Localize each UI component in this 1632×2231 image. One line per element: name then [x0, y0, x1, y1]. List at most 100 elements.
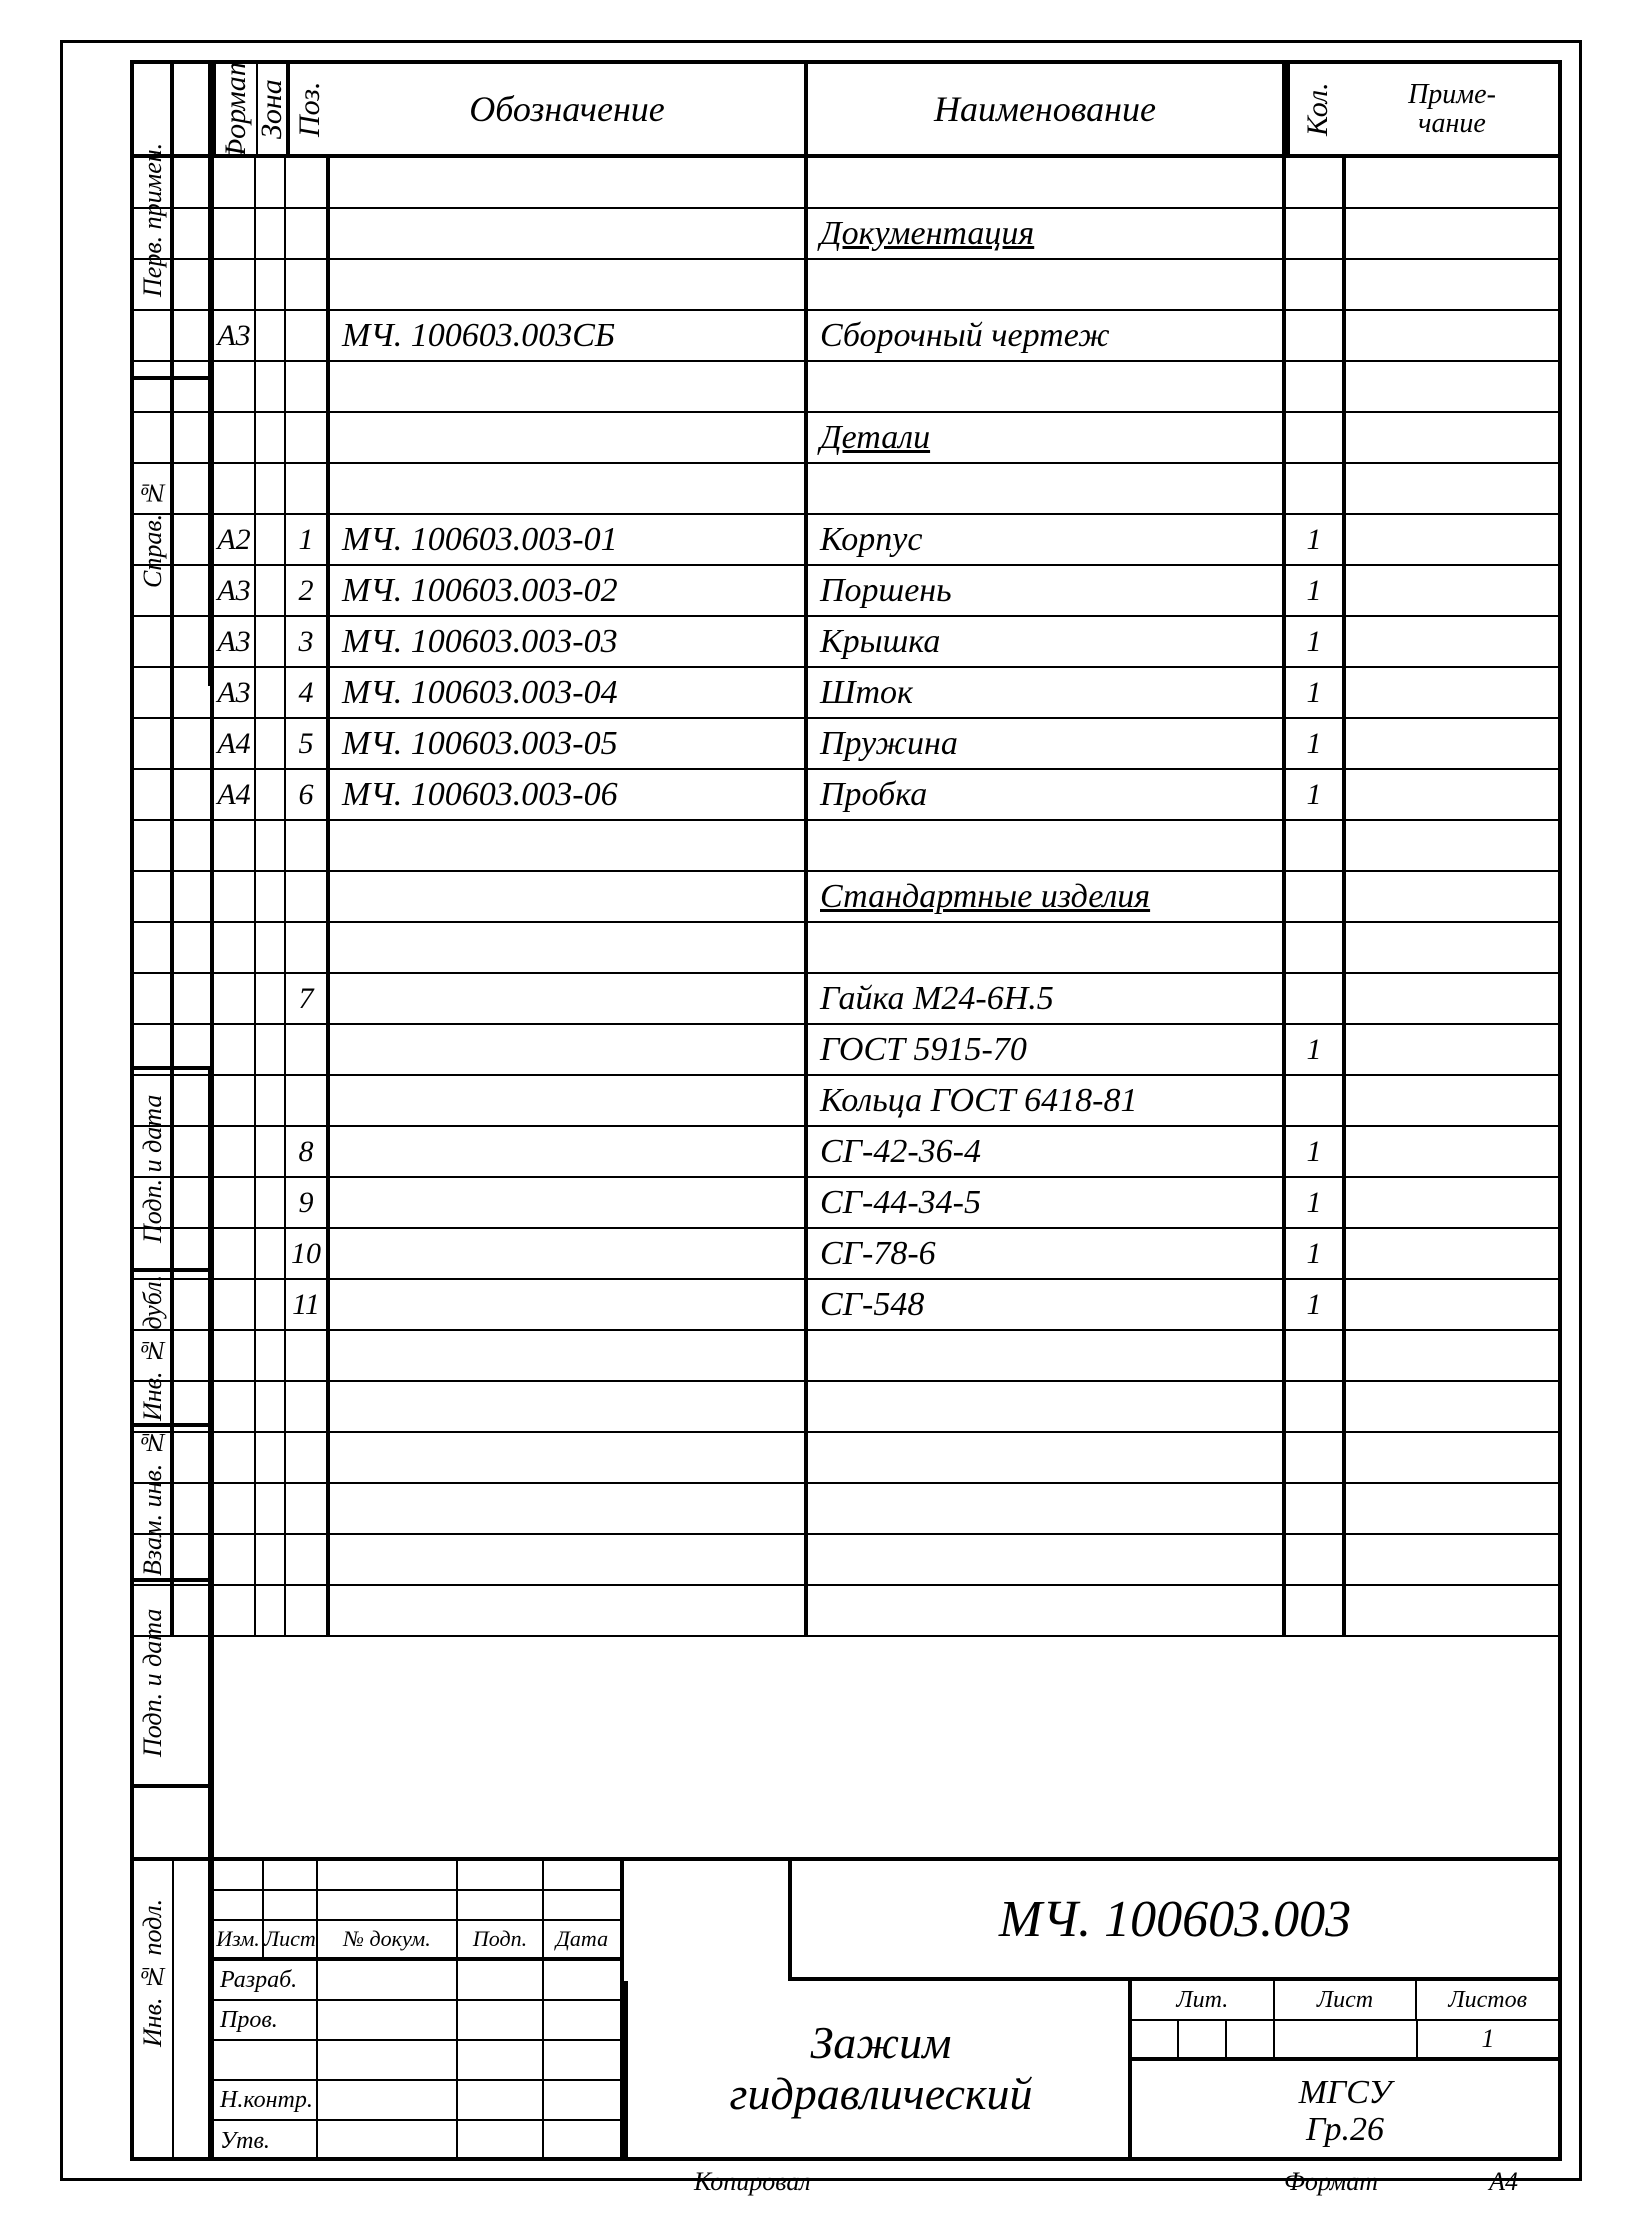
table-row: А46МЧ. 100603.003-06Пробка1	[134, 770, 1558, 821]
cell	[330, 1025, 808, 1074]
left-stamp: Изм. Лист № докум. Подп. Дата Разраб. Пр…	[134, 1861, 624, 2161]
cell	[1286, 1535, 1346, 1584]
cell: 1	[1286, 719, 1346, 768]
cell	[174, 1433, 214, 1482]
cell	[256, 872, 286, 921]
cell: А2	[214, 515, 256, 564]
cell: Кольца ГОСТ 6418-81	[808, 1076, 1286, 1125]
cell: 2	[286, 566, 330, 615]
cell	[330, 1484, 808, 1533]
hdr-ndok: № докум.	[318, 1921, 458, 1957]
table-row: 10СГ-78-61	[134, 1229, 1558, 1280]
cell	[214, 1484, 256, 1533]
cell	[174, 1178, 214, 1227]
right-bottom-block: Лит. Лист Листов 1 МГСУ Гр.26	[1128, 1981, 1558, 2157]
signers: Разраб. Пров. Н.контр. Утв.	[214, 1961, 624, 2161]
cell	[256, 719, 286, 768]
cell	[214, 1433, 256, 1482]
cell	[256, 1535, 286, 1584]
cell	[256, 566, 286, 615]
cell	[174, 1382, 214, 1431]
cell	[330, 923, 808, 972]
cell: 1	[1286, 1025, 1346, 1074]
cell	[808, 1586, 1286, 1635]
footer: Копировал Формат А4	[134, 2167, 1558, 2197]
table-row	[134, 821, 1558, 872]
cell	[174, 1484, 214, 1533]
cell	[1286, 1586, 1346, 1635]
cell	[174, 209, 214, 258]
cell: 1	[1286, 515, 1346, 564]
cell: 3	[286, 617, 330, 666]
cell	[1346, 719, 1558, 768]
cell: МЧ. 100603.003-05	[330, 719, 808, 768]
cell	[808, 923, 1286, 972]
cell: 1	[1286, 617, 1346, 666]
header-row: Формат Зона Поз. Обозначение Наименовани…	[134, 64, 1558, 158]
cell	[330, 260, 808, 309]
cell	[134, 260, 174, 309]
cell	[330, 1331, 808, 1380]
cell: А3	[214, 617, 256, 666]
cell	[134, 923, 174, 972]
cell	[808, 1433, 1286, 1482]
cell: 10	[286, 1229, 330, 1278]
cell	[286, 1586, 330, 1635]
cell	[330, 1586, 808, 1635]
cell	[256, 1331, 286, 1380]
footer-kopiroval: Копировал	[694, 2167, 811, 2197]
cell: 4	[286, 668, 330, 717]
table-row	[134, 923, 1558, 974]
cell	[134, 362, 174, 411]
cell	[256, 668, 286, 717]
table-row	[134, 260, 1558, 311]
cell	[174, 770, 214, 819]
cell	[134, 1127, 174, 1176]
cell	[330, 413, 808, 462]
cell	[1346, 1331, 1558, 1380]
table-row: А3МЧ. 100603.003СБСборочный чертеж	[134, 311, 1558, 362]
cell	[174, 872, 214, 921]
cell	[808, 1535, 1286, 1584]
table-row: А34МЧ. 100603.003-04Шток1	[134, 668, 1558, 719]
cell	[330, 1229, 808, 1278]
cell	[214, 260, 256, 309]
cell	[134, 158, 174, 207]
cell	[330, 1127, 808, 1176]
cell: 1	[1286, 566, 1346, 615]
cell	[256, 158, 286, 207]
cell	[214, 362, 256, 411]
cell	[330, 209, 808, 258]
cell: МЧ. 100603.003-02	[330, 566, 808, 615]
cell	[214, 1331, 256, 1380]
cell: Поршень	[808, 566, 1286, 615]
cell	[214, 1178, 256, 1227]
cell	[134, 311, 174, 360]
table-row	[134, 1433, 1558, 1484]
rb-listov: Листов	[1417, 1981, 1558, 2019]
cell	[134, 1076, 174, 1125]
cell	[286, 158, 330, 207]
cell	[1286, 413, 1346, 462]
cell: 6	[286, 770, 330, 819]
cell	[330, 974, 808, 1023]
cell	[134, 1331, 174, 1380]
cell	[1346, 566, 1558, 615]
cell	[1346, 872, 1558, 921]
cell	[808, 260, 1286, 309]
cell	[134, 974, 174, 1023]
cell	[1286, 974, 1346, 1023]
cell	[174, 1229, 214, 1278]
cell	[256, 1178, 286, 1227]
cell: Пружина	[808, 719, 1286, 768]
cell	[1346, 923, 1558, 972]
cell	[1346, 362, 1558, 411]
cell: СГ-78-6	[808, 1229, 1286, 1278]
cell	[1346, 1076, 1558, 1125]
cell	[214, 974, 256, 1023]
cell	[1346, 260, 1558, 309]
cell	[256, 311, 286, 360]
cell	[1286, 1331, 1346, 1380]
cell	[214, 158, 256, 207]
cell	[134, 1433, 174, 1482]
